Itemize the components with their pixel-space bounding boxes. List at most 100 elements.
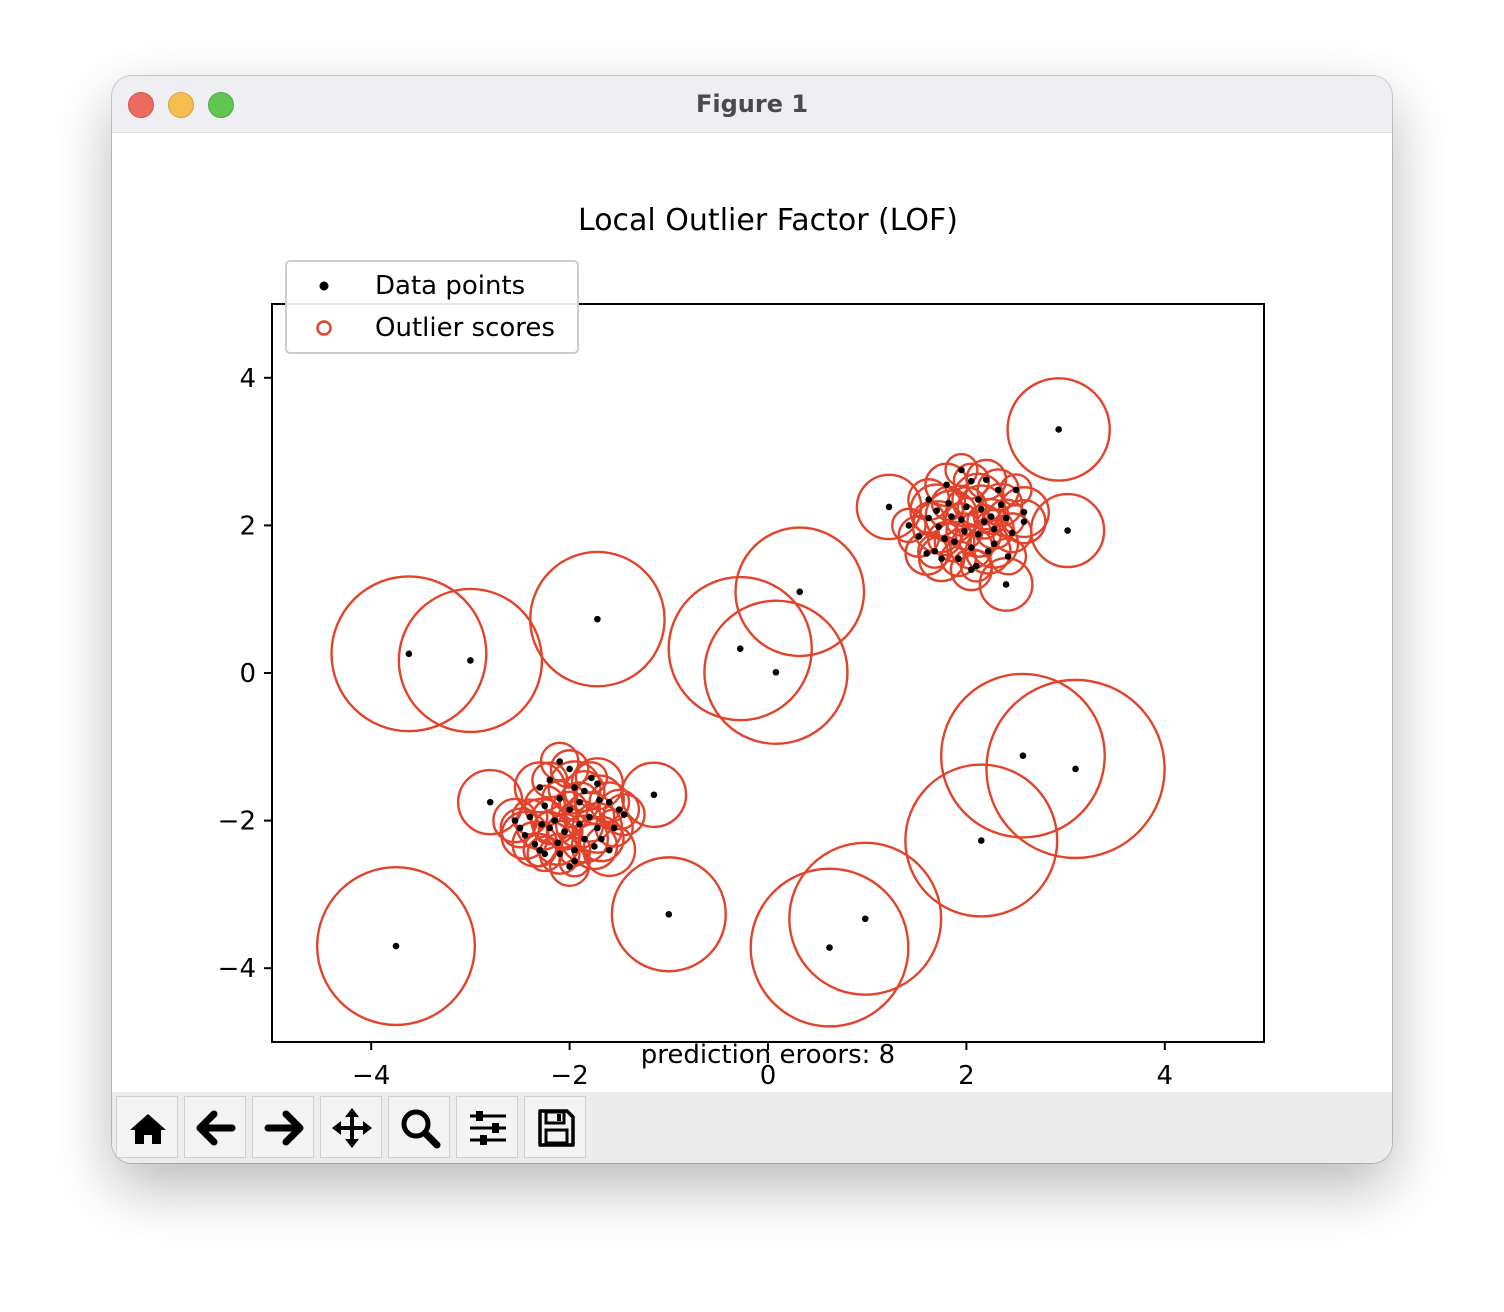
data-point: [571, 857, 578, 865]
outlier-score-circle: [559, 814, 610, 864]
data-point: [977, 837, 985, 844]
y-tick-label: 0: [239, 659, 256, 689]
outlier-score-circle: [855, 473, 923, 541]
data-point: [541, 802, 549, 810]
outlier-score-circle: [703, 599, 849, 746]
data-point: [925, 496, 933, 503]
data-point: [594, 615, 601, 623]
data-point: [938, 555, 945, 562]
figure-window: Figure 1 Local Outlier Factor (LOF) −4 −2…: [112, 76, 1392, 1163]
outlier-score-circle: [499, 807, 541, 849]
data-point: [650, 791, 658, 799]
back-button[interactable]: [184, 1096, 246, 1158]
x-tick-label: 0: [760, 1061, 777, 1091]
minimize-window-button[interactable]: [168, 92, 194, 118]
save-button[interactable]: [524, 1096, 586, 1158]
data-point: [1019, 752, 1027, 759]
data-point: [826, 944, 833, 951]
data-point: [945, 499, 952, 507]
data-point: [531, 840, 539, 848]
outlier-score-circle: [511, 798, 549, 836]
data-point: [1012, 486, 1020, 494]
outlier-score-circle: [904, 763, 1059, 918]
configure-subplots-button[interactable]: [456, 1096, 518, 1158]
data-point: [511, 817, 519, 824]
lof-chart: Local Outlier Factor (LOF) −4 −2 0 2 4 −4 −2 0 2…: [112, 133, 1392, 1092]
data-point: [990, 525, 998, 533]
data-point: [556, 758, 563, 765]
outlier-score-circle: [749, 867, 910, 1028]
data-point: [923, 550, 931, 557]
data-point: [581, 787, 588, 795]
data-point: [576, 798, 583, 806]
outlier-score-circle: [582, 823, 637, 878]
data-point: [941, 535, 948, 542]
data-point: [546, 776, 554, 784]
outlier-score-circle: [573, 774, 625, 826]
data-point: [987, 513, 995, 520]
data-point: [538, 820, 546, 828]
data-point: [963, 503, 970, 511]
data-point: [605, 798, 613, 806]
data-point: [591, 843, 598, 850]
data-point: [973, 562, 980, 570]
outlier-score-circle: [944, 452, 979, 488]
home-button[interactable]: [116, 1096, 178, 1158]
data-point: [541, 850, 549, 858]
outlier-score-circle: [926, 521, 963, 557]
legend-data-points-label: Data points: [375, 271, 525, 301]
close-window-button[interactable]: [128, 92, 154, 118]
outlier-score-circle: [549, 749, 590, 789]
arrow-left-icon: [196, 1110, 236, 1146]
outlier-score-circle: [667, 575, 813, 722]
data-point: [905, 522, 913, 529]
outlier-score-circle: [986, 498, 1026, 538]
data-point: [571, 784, 578, 791]
zoom-window-button[interactable]: [208, 92, 234, 118]
data-point: [955, 555, 962, 562]
outlier-score-circle: [563, 791, 616, 843]
outlier-score-circle: [956, 484, 1007, 534]
data-point: [982, 476, 990, 483]
data-point: [610, 824, 618, 832]
data-point: [566, 806, 573, 813]
data-point: [1064, 527, 1071, 534]
data-point: [925, 514, 933, 522]
x-tick-label: 4: [1157, 1061, 1174, 1091]
data-point: [980, 518, 988, 526]
plot-marks: [315, 377, 1166, 1028]
data-point: [521, 832, 529, 839]
forward-button[interactable]: [252, 1096, 314, 1158]
pan-button[interactable]: [320, 1096, 382, 1158]
x-axis-label: prediction eroors: 8: [641, 1040, 895, 1070]
data-point: [933, 507, 940, 514]
outlier-score-circle: [522, 832, 558, 868]
window-title: Figure 1: [695, 90, 809, 118]
data-point: [586, 813, 593, 821]
y-tick-label: 2: [239, 511, 256, 541]
data-point: [566, 863, 573, 870]
data-point: [958, 466, 965, 474]
data-point: [915, 533, 923, 540]
data-point: [516, 824, 524, 832]
data-point: [1072, 765, 1079, 773]
data-point: [594, 824, 601, 832]
data-point: [596, 796, 603, 804]
zoom-button[interactable]: [388, 1096, 450, 1158]
outlier-score-circle: [734, 526, 866, 658]
data-point: [566, 765, 573, 773]
legend-outlier-scores-label: Outlier scores: [375, 313, 555, 343]
data-point: [605, 846, 613, 854]
data-point: [615, 806, 623, 813]
arrow-right-icon: [264, 1110, 304, 1146]
data-point: [977, 505, 985, 513]
move-icon: [332, 1108, 372, 1148]
legend-frame: [285, 260, 579, 354]
outlier-score-circle: [939, 672, 1106, 839]
data-point: [885, 503, 893, 511]
data-point: [961, 528, 968, 535]
data-point: [594, 780, 601, 787]
data-point: [861, 915, 869, 923]
outlier-score-circle: [964, 527, 1012, 575]
data-point: [1020, 518, 1028, 526]
